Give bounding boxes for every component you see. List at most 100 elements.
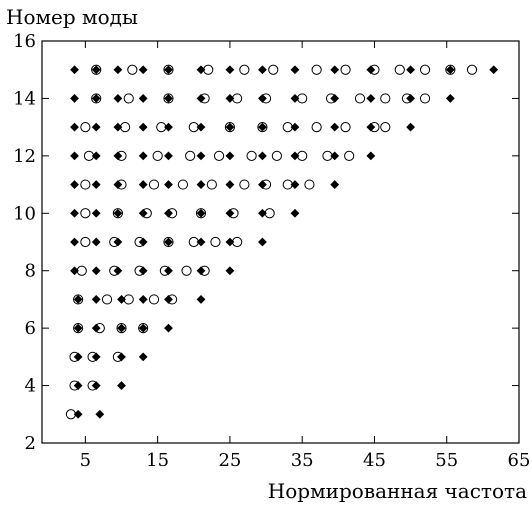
open-circle-point: [199, 93, 210, 104]
open-circle-point: [109, 236, 120, 248]
open-circle-point: [188, 236, 199, 248]
filled-diamond-point: [225, 151, 235, 161]
filled-diamond-point: [196, 151, 206, 161]
x-tick-label: 35: [291, 450, 314, 471]
open-circle-point: [260, 93, 272, 104]
filled-diamond-point: [113, 180, 123, 189]
open-circle-point: [80, 208, 91, 219]
open-circle-point: [419, 64, 431, 75]
filled-diamond-point: [117, 323, 126, 333]
filled-diamond-point: [330, 94, 340, 103]
filled-diamond-point: [73, 295, 83, 304]
open-circle-point: [210, 236, 221, 248]
filled-diamond-point: [290, 94, 300, 103]
filled-diamond-point: [196, 180, 206, 189]
x-tick-label: 15: [146, 450, 169, 471]
filled-diamond-point: [138, 94, 148, 103]
filled-diamond-point: [258, 122, 267, 132]
filled-diamond-point: [73, 323, 83, 333]
open-circle-point: [73, 323, 84, 334]
open-circle-point: [141, 208, 152, 219]
filled-diamond-point: [258, 65, 267, 75]
filled-diamond-point: [258, 237, 267, 247]
filled-diamond-point: [290, 208, 300, 218]
x-tick-label: 45: [363, 450, 386, 471]
filled-diamond-point: [445, 65, 455, 75]
filled-diamond-point: [91, 122, 101, 132]
open-circle-point: [87, 380, 98, 391]
filled-diamond-point: [330, 122, 340, 132]
filled-diamond-point: [445, 94, 455, 103]
filled-diamond-point: [196, 237, 206, 247]
open-circle-point: [311, 64, 322, 75]
open-circle-point: [69, 380, 80, 391]
open-circle-point: [203, 64, 214, 75]
filled-diamond-point: [196, 65, 206, 75]
open-circle-point: [369, 122, 380, 133]
y-axis-label: Номер моды: [6, 5, 138, 29]
filled-diamond-point: [225, 94, 235, 103]
open-circle-point: [123, 93, 134, 104]
open-circle-point: [445, 64, 456, 75]
filled-diamond-point: [225, 266, 235, 276]
filled-diamond-point: [366, 151, 376, 161]
filled-diamond-point: [290, 122, 300, 132]
open-circle-point: [80, 236, 91, 248]
filled-diamond-point: [225, 237, 235, 247]
filled-diamond-point: [406, 122, 415, 132]
filled-diamond-point: [113, 151, 123, 161]
filled-diamond-point: [91, 94, 101, 103]
filled-diamond-point: [117, 352, 126, 362]
open-circle-point: [419, 93, 431, 104]
open-circle-point: [188, 122, 199, 133]
filled-diamond-point: [113, 94, 123, 103]
open-circle-point: [354, 93, 366, 104]
open-circle-point: [123, 294, 134, 305]
open-circle-point: [232, 93, 243, 104]
filled-diamond-point: [138, 295, 148, 304]
filled-diamond-point: [138, 65, 148, 75]
filled-diamond-point: [73, 352, 83, 362]
filled-diamond-point: [164, 323, 173, 333]
filled-diamond-point: [290, 151, 300, 161]
filled-diamond-point: [138, 151, 148, 161]
open-circle-point: [311, 122, 322, 133]
y-tick-label: 2: [25, 433, 36, 454]
filled-diamond-point: [330, 180, 340, 189]
filled-diamond-point: [91, 208, 101, 218]
open-circle-point: [163, 93, 174, 104]
open-circle-point: [181, 265, 192, 276]
filled-diamond-point: [225, 180, 235, 189]
filled-diamond-point: [70, 237, 79, 247]
open-circle-point: [134, 265, 145, 276]
open-circle-point: [239, 179, 250, 190]
open-circle-point: [232, 236, 243, 248]
open-circle-point: [116, 179, 127, 190]
open-circle-point: [91, 64, 102, 75]
open-circle-point: [271, 150, 282, 161]
filled-diamond-point: [91, 65, 101, 75]
filled-diamond-point: [196, 94, 206, 103]
open-circle-point: [159, 265, 170, 276]
filled-diamond-point: [258, 208, 267, 218]
filled-diamond-point: [196, 122, 206, 132]
open-circle-point: [134, 236, 145, 248]
open-circle-point: [112, 208, 123, 219]
open-circle-point: [148, 294, 160, 305]
open-circle-point: [264, 208, 275, 219]
plot-frame: [41, 40, 520, 444]
filled-diamond-point: [113, 237, 123, 247]
open-circle-point: [94, 323, 105, 334]
filled-diamond-point: [138, 266, 148, 276]
y-tick-label: 14: [13, 88, 36, 109]
filled-diamond-point: [164, 151, 173, 161]
open-circle-point: [282, 122, 293, 133]
y-tick-label: 4: [25, 376, 36, 397]
open-circle-point: [166, 208, 178, 219]
open-circle-point: [152, 150, 163, 161]
filled-diamond-point: [164, 122, 173, 132]
filled-diamond-point: [330, 65, 340, 75]
open-circle-point: [340, 64, 351, 75]
filled-diamond-point: [196, 295, 206, 304]
